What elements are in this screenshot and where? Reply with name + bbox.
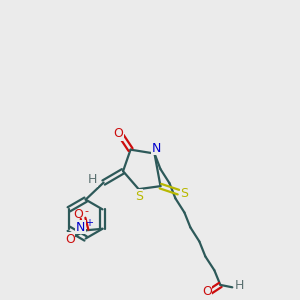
Text: -: - (84, 206, 88, 216)
Text: O: O (202, 285, 212, 298)
Text: H: H (235, 279, 244, 292)
Text: +: + (85, 218, 93, 228)
Text: O: O (113, 127, 123, 140)
Text: O: O (74, 208, 83, 221)
Text: H: H (88, 173, 97, 186)
Text: N: N (151, 142, 161, 154)
Text: O: O (65, 233, 75, 246)
Text: S: S (180, 187, 188, 200)
Text: N: N (76, 221, 85, 234)
Text: S: S (135, 190, 142, 203)
